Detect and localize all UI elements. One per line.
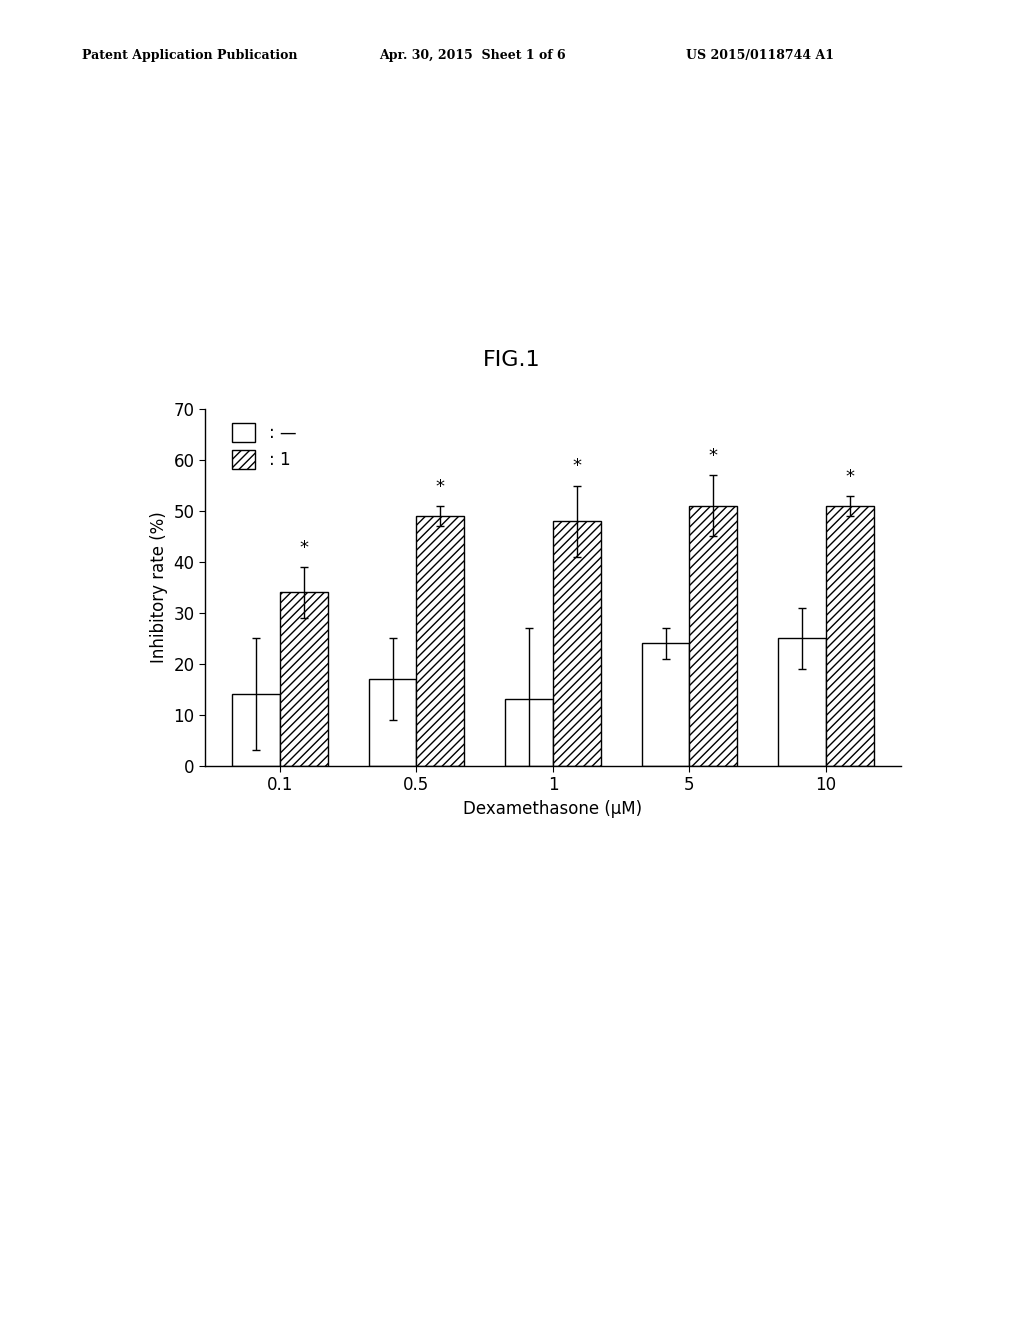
Y-axis label: Inhibitory rate (%): Inhibitory rate (%) — [150, 512, 168, 663]
Text: US 2015/0118744 A1: US 2015/0118744 A1 — [686, 49, 835, 62]
Text: *: * — [572, 458, 582, 475]
X-axis label: Dexamethasone (μM): Dexamethasone (μM) — [464, 800, 642, 817]
Text: *: * — [299, 539, 308, 557]
Text: *: * — [709, 447, 718, 465]
Text: FIG.1: FIG.1 — [483, 350, 541, 370]
Bar — [505, 700, 553, 766]
Bar — [232, 694, 280, 766]
Bar — [778, 639, 826, 766]
Bar — [689, 506, 737, 766]
Bar — [553, 521, 601, 766]
Text: Patent Application Publication: Patent Application Publication — [82, 49, 297, 62]
Text: Apr. 30, 2015  Sheet 1 of 6: Apr. 30, 2015 Sheet 1 of 6 — [379, 49, 565, 62]
Legend: : —, : 1: : —, : 1 — [227, 417, 301, 474]
Text: *: * — [846, 467, 854, 486]
Bar — [826, 506, 873, 766]
Bar — [642, 643, 689, 766]
Bar — [417, 516, 464, 766]
Bar — [280, 593, 328, 766]
Bar — [369, 678, 417, 766]
Text: *: * — [436, 478, 444, 496]
